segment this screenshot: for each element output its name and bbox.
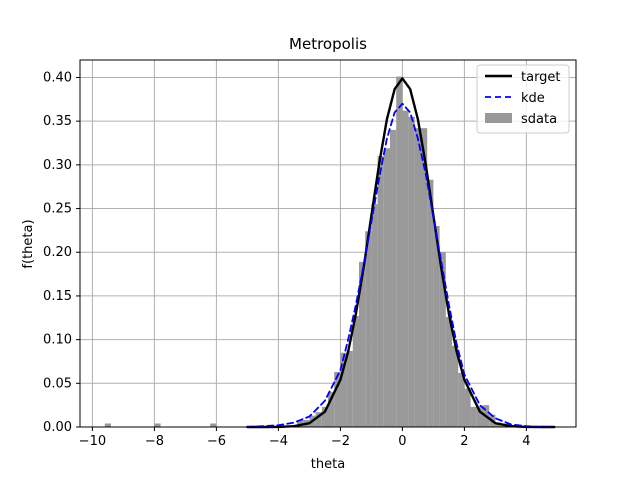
histogram-bar-16: [365, 231, 372, 427]
histogram-bar-34: [476, 406, 483, 427]
x-tick-label-2: −6: [207, 434, 226, 449]
histogram-bar-13: [346, 350, 353, 427]
histogram-bar-0: [104, 423, 111, 427]
x-tick-label-5: 0: [398, 434, 406, 449]
histogram-bar-24: [414, 128, 421, 427]
x-tick-label-4: −2: [331, 434, 350, 449]
histogram-bar-20: [390, 129, 397, 427]
histogram-bar-29: [445, 316, 452, 427]
x-tick-label-0: −10: [79, 434, 106, 449]
histogram-bar-22: [402, 110, 409, 427]
x-tick-label-7: 4: [522, 434, 530, 449]
histogram-bar-2: [210, 423, 217, 427]
histogram-bar-11: [334, 371, 341, 427]
axes-layer: −10 −8 −6 −4 −2 0 2 4 0.00 0.05 0.10 0.15 0.20 0.25 0.…: [43, 59, 577, 449]
y-tick-label-4: 0.20: [43, 245, 72, 260]
legend-label-sdata: sdata: [521, 112, 557, 127]
histogram-bar-15: [359, 261, 366, 427]
histogram-bar-23: [408, 116, 415, 428]
y-tick-label-5: 0.25: [43, 202, 72, 217]
chart-title: Metropolis: [289, 35, 367, 53]
lines-layer: [246, 77, 556, 429]
x-axis-label: theta: [311, 457, 345, 472]
histogram-bar-5: [297, 420, 304, 427]
x-tick-label-6: 2: [460, 434, 468, 449]
histogram-bar-10: [328, 392, 335, 427]
histogram-bar-18: [377, 156, 384, 427]
legend: target kde sdata: [476, 64, 570, 134]
y-tick-label-1: 0.05: [43, 376, 72, 391]
y-tick-label-8: 0.40: [43, 70, 72, 85]
histogram-bar-28: [439, 252, 446, 427]
histogram-bar-27: [433, 226, 440, 427]
histogram-bar-32: [464, 388, 471, 427]
y-tick-label-6: 0.30: [43, 158, 72, 173]
histogram-bar-26: [427, 179, 434, 427]
histogram-bar-21: [396, 76, 403, 427]
x-tick-label-1: −8: [145, 434, 164, 449]
y-tick-label-3: 0.15: [43, 289, 72, 304]
series-line-target: [246, 77, 556, 429]
plot-frame: [79, 59, 577, 428]
y-axis-label: f(theta): [21, 219, 36, 268]
histogram-bar-9: [321, 406, 328, 427]
legend-label-kde: kde: [521, 91, 545, 106]
y-tick-label-0: 0.00: [43, 420, 72, 435]
legend-label-target: target: [521, 70, 561, 85]
histogram-bar-25: [421, 128, 428, 427]
histogram-bar-17: [371, 204, 378, 427]
x-tick-label-3: −4: [269, 434, 288, 449]
legend-handle-sdata: [485, 113, 512, 123]
y-tick-label-7: 0.35: [43, 114, 72, 129]
histogram-bar-8: [315, 412, 322, 427]
histogram-bar-14: [352, 316, 359, 427]
histogram-bar-33: [470, 406, 477, 427]
histogram-layer: [104, 76, 527, 428]
histogram-bar-1: [154, 423, 161, 427]
histogram-bar-12: [340, 352, 347, 427]
histogram-bar-30: [452, 345, 459, 427]
histogram-bar-31: [458, 372, 465, 427]
y-tick-label-2: 0.10: [43, 333, 72, 348]
series-line-kde: [246, 102, 556, 428]
histogram-bar-19: [383, 148, 390, 427]
